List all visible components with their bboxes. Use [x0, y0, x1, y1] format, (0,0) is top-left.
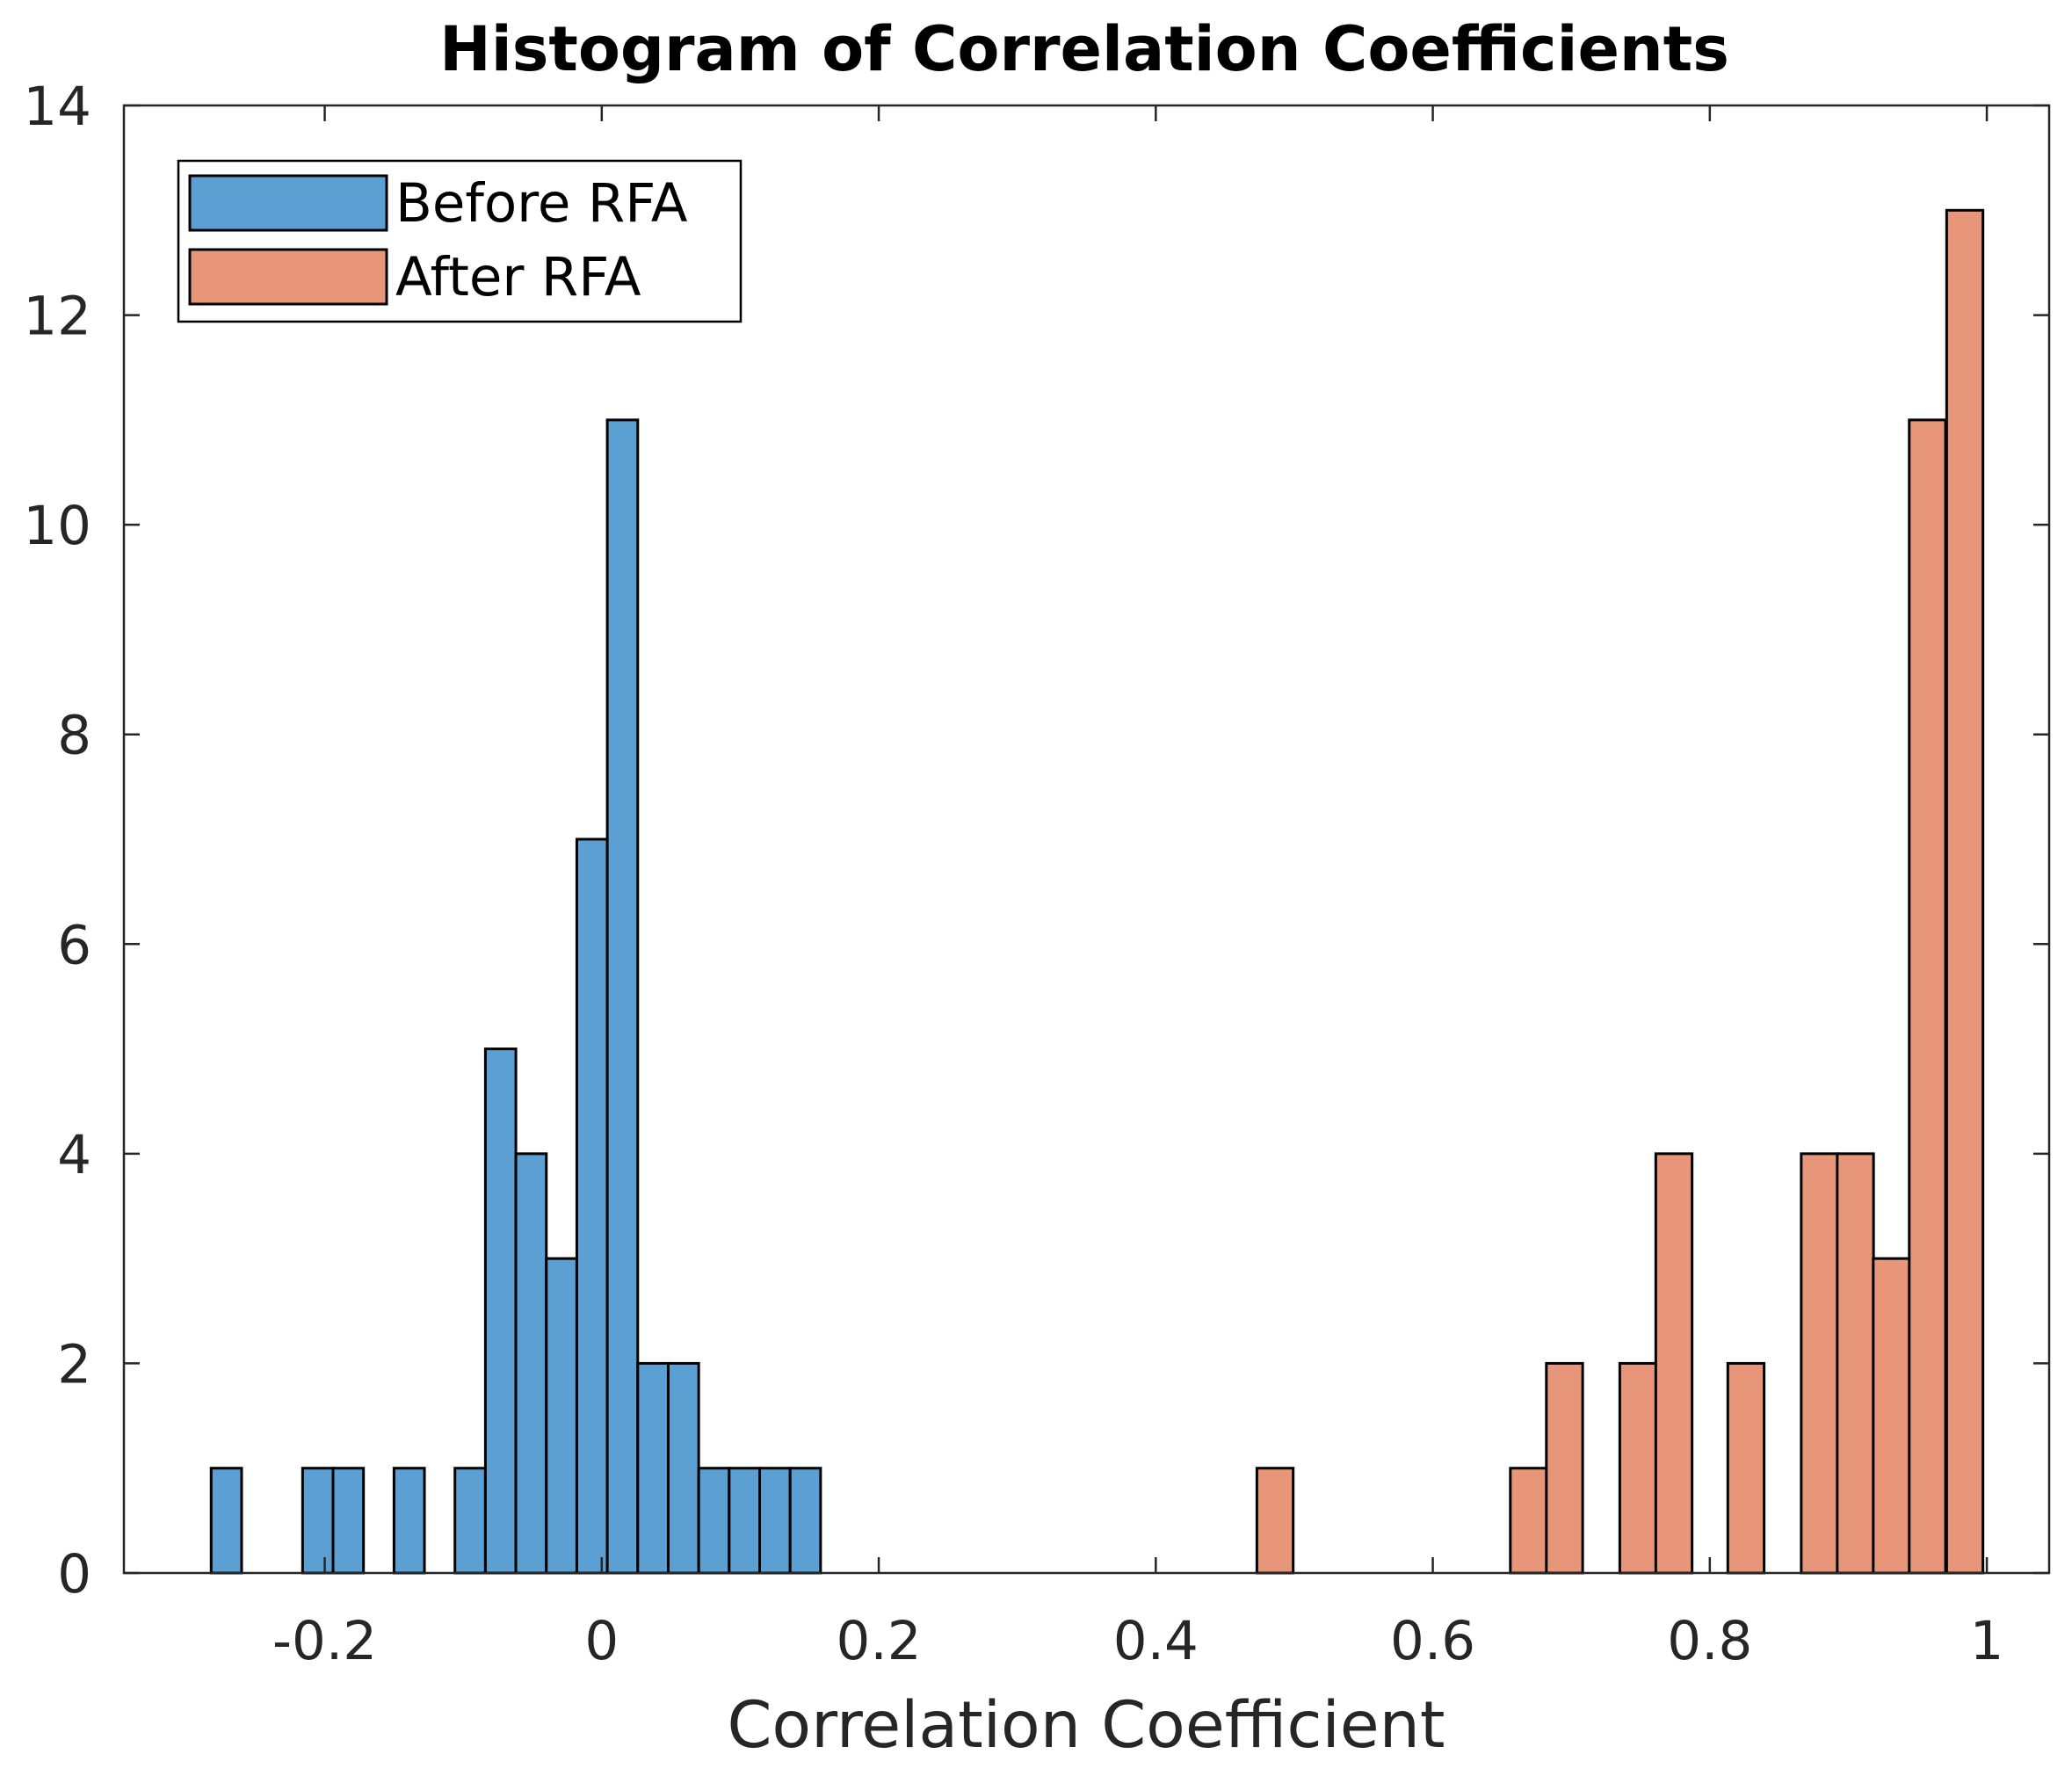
- bar-before-rfa-11: [666, 1361, 700, 1575]
- x-tick-label: 0.6: [1390, 1610, 1475, 1672]
- bar-after-rfa-3: [1618, 1361, 1658, 1575]
- legend-label-before-rfa: Before RFA: [395, 172, 688, 235]
- bar-before-rfa-10: [636, 1361, 670, 1575]
- bar-before-rfa-2: [331, 1467, 366, 1575]
- x-tick-label: 0.2: [837, 1610, 922, 1672]
- bar-before-rfa-4: [453, 1467, 487, 1575]
- x-tick-label: 0.4: [1113, 1610, 1199, 1672]
- bar-after-rfa-0: [1255, 1467, 1295, 1575]
- bar-after-rfa-4: [1654, 1152, 1694, 1575]
- bar-after-rfa-2: [1545, 1361, 1584, 1575]
- x-axis-label: Correlation Coefficient: [727, 1688, 1445, 1763]
- bar-before-rfa-13: [728, 1467, 762, 1575]
- y-tick-label: 8: [57, 705, 91, 767]
- bar-before-rfa-3: [392, 1467, 426, 1575]
- bar-before-rfa-5: [483, 1047, 518, 1575]
- bar-before-rfa-7: [545, 1257, 578, 1575]
- bar-before-rfa-0: [209, 1467, 243, 1575]
- bars-layer: [209, 208, 1985, 1575]
- bar-before-rfa-8: [575, 837, 609, 1575]
- bar-after-rfa-6: [1800, 1152, 1839, 1575]
- x-tick-label: 0: [584, 1610, 619, 1672]
- y-tick-label: 4: [57, 1124, 91, 1186]
- bar-before-rfa-14: [758, 1467, 792, 1575]
- legend: Before RFA After RFA: [177, 159, 743, 323]
- x-tick-label: -0.2: [272, 1610, 377, 1672]
- y-tick-label: 6: [57, 914, 91, 976]
- y-tick-label: 12: [23, 286, 91, 348]
- bar-after-rfa-8: [1872, 1257, 1911, 1575]
- y-tick-label: 2: [57, 1333, 91, 1395]
- y-tick-label: 14: [23, 76, 91, 138]
- bar-after-rfa-9: [1908, 418, 1947, 1575]
- bar-before-rfa-12: [697, 1467, 731, 1575]
- legend-swatch-before-rfa: [188, 174, 388, 232]
- bar-before-rfa-15: [788, 1467, 822, 1575]
- y-tick-label: 0: [57, 1543, 91, 1606]
- bar-after-rfa-5: [1726, 1361, 1766, 1575]
- bar-before-rfa-1: [301, 1467, 335, 1575]
- chart-title: Histogram of Correlation Coefficients: [439, 13, 1729, 85]
- y-tick-label: 10: [23, 495, 91, 557]
- bar-after-rfa-1: [1509, 1467, 1548, 1575]
- bar-before-rfa-6: [514, 1152, 548, 1575]
- bar-after-rfa-7: [1836, 1152, 1875, 1575]
- plot-area-frame: [122, 104, 2051, 1575]
- x-tick-label: 0.8: [1667, 1610, 1752, 1672]
- bar-after-rfa-10: [1945, 208, 1985, 1575]
- legend-swatch-after-rfa: [188, 248, 388, 306]
- legend-label-after-rfa: After RFA: [395, 246, 641, 308]
- bar-before-rfa-9: [605, 418, 640, 1575]
- x-tick-label: 1: [1970, 1610, 2004, 1672]
